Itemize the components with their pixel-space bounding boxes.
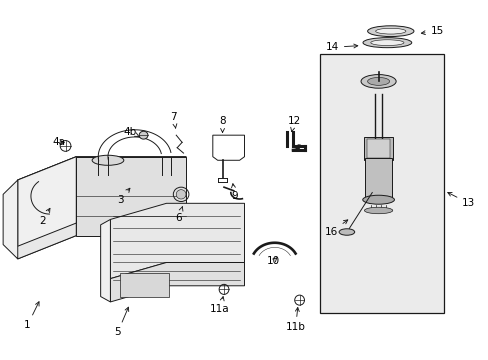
Polygon shape: [18, 157, 185, 191]
Text: 11b: 11b: [285, 307, 305, 332]
Text: 6: 6: [175, 207, 183, 222]
Ellipse shape: [139, 131, 148, 139]
Ellipse shape: [360, 75, 395, 88]
Polygon shape: [3, 180, 18, 259]
Text: 7: 7: [170, 112, 177, 128]
Bar: [120, 273, 168, 297]
Polygon shape: [13, 223, 76, 259]
Text: 4b: 4b: [123, 127, 139, 137]
Ellipse shape: [362, 38, 411, 48]
Ellipse shape: [367, 26, 413, 37]
Text: 12: 12: [287, 116, 300, 132]
Ellipse shape: [367, 77, 389, 85]
Text: 15: 15: [421, 26, 443, 36]
Ellipse shape: [375, 28, 405, 34]
Ellipse shape: [370, 40, 403, 45]
Polygon shape: [101, 220, 110, 302]
Text: 9: 9: [231, 184, 238, 201]
Text: 5: 5: [114, 307, 128, 337]
Bar: [365, 158, 391, 198]
Ellipse shape: [92, 155, 123, 165]
Text: 10: 10: [266, 256, 280, 266]
Bar: [363, 137, 392, 160]
Ellipse shape: [362, 195, 394, 204]
Polygon shape: [18, 157, 76, 259]
Ellipse shape: [338, 229, 354, 235]
Polygon shape: [110, 262, 244, 302]
Polygon shape: [76, 157, 185, 235]
Text: 14: 14: [325, 42, 357, 52]
Ellipse shape: [176, 190, 185, 199]
Text: 2: 2: [39, 208, 50, 226]
Text: 8: 8: [219, 116, 225, 132]
Ellipse shape: [364, 207, 392, 214]
Text: 13: 13: [447, 193, 474, 208]
Text: 4a: 4a: [53, 138, 65, 147]
Bar: [366, 139, 389, 158]
Polygon shape: [18, 157, 185, 191]
Text: 1: 1: [24, 302, 39, 330]
Polygon shape: [110, 203, 244, 279]
Bar: [320, 54, 444, 313]
Text: 16: 16: [324, 220, 347, 237]
Text: 3: 3: [117, 188, 130, 205]
Text: 11a: 11a: [210, 297, 229, 314]
